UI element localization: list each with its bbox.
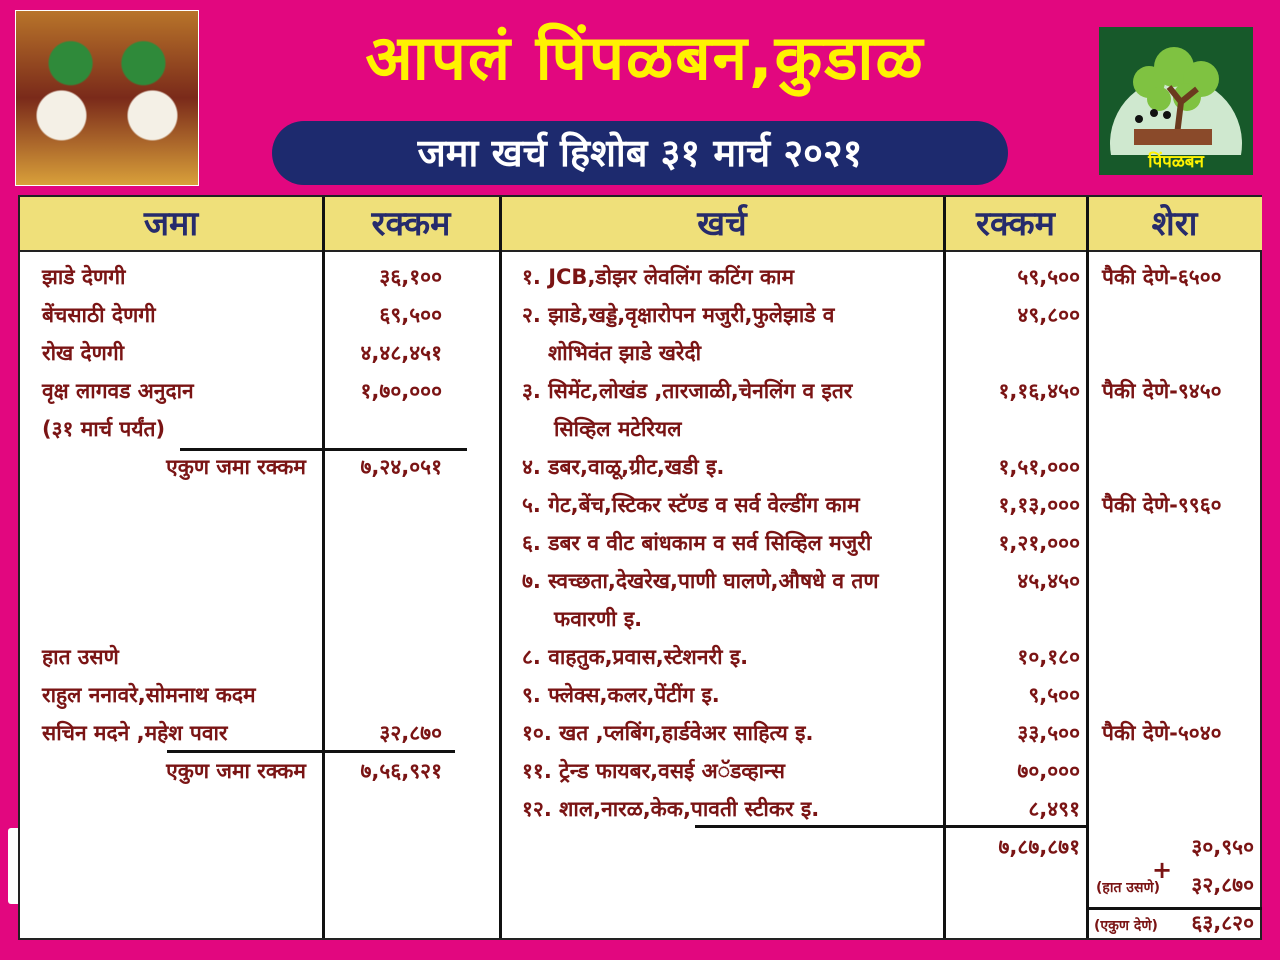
loans-heading: हात उसणे: [42, 645, 119, 669]
income-total-label: एकुण जमा रक्कम: [166, 759, 306, 783]
expense-amount: १,२१,०००: [998, 531, 1080, 555]
page-title: आपलं पिंपळबन,कुडाळ: [365, 21, 925, 94]
expense-amount: १,१६,४५०: [998, 379, 1080, 403]
subtotal-line: [167, 750, 455, 753]
accounts-table: जमा रक्कम खर्च रक्कम शेरा झाडे देणगी ३६,…: [18, 195, 1262, 940]
expense-remark: पैकी देणे-९४५०: [1102, 379, 1222, 403]
expense-amount: ४९,८००: [1017, 303, 1080, 327]
income-label: रोख देणगी: [42, 341, 125, 365]
loans-amount: ३२,८७०: [379, 721, 442, 745]
expense-label-cont: फवारणी इ.: [554, 607, 643, 631]
income-label: वृक्ष लागवड अनुदान: [42, 379, 194, 403]
expense-amount: ३३,५००: [1017, 721, 1080, 745]
income-label: बेंचसाठी देणगी: [42, 303, 156, 327]
pending-dues: ३०,९५०: [1191, 835, 1254, 859]
income-total-amount: ७,५६,९२१: [360, 759, 442, 783]
header-income: जमा: [20, 197, 322, 252]
expense-remark: पैकी देणे-९९६०: [1102, 493, 1222, 517]
expense-remark: पैकी देणे-६५००: [1102, 265, 1222, 289]
expense-label: १. JCB,डोझर लेवलिंग कटिंग काम: [522, 265, 795, 289]
expense-label: ११. ट्रेन्ड फायबर,वसई अॅडव्हान्स: [522, 759, 786, 783]
divider: [322, 197, 325, 938]
income-label: (३१ मार्च पर्यंत): [42, 417, 166, 441]
expense-label-cont: शोभिवंत झाडे खरेदी: [548, 341, 702, 365]
income-total-amount: ७,२४,०५१: [360, 455, 442, 479]
expense-label: १२. शाल,नारळ,केक,पावती स्टीकर इ.: [522, 797, 820, 821]
expense-label: ६. डबर व वीट बांधकाम व सर्व सिव्हिल मजुर…: [522, 531, 872, 555]
expense-amount: १,१३,०००: [998, 493, 1080, 517]
expense-label: ७. स्वच्छता,देखरेख,पाणी घालणे,औषधे व तण: [522, 569, 879, 593]
plus-sign: +: [1152, 856, 1173, 884]
loan-dues: ३२,८७०: [1191, 873, 1254, 897]
total-dues-label: (एकुण देणे): [1094, 918, 1158, 934]
expense-amount: ४५,४५०: [1017, 569, 1080, 593]
header-remarks: शेरा: [1087, 197, 1262, 252]
expense-label: १०. खत ,प्लबिंग,हार्डवेअर साहित्य इ.: [522, 721, 814, 745]
loan-label: (हात उसणे): [1096, 880, 1160, 896]
svg-text:पिंपळबन: पिंपळबन: [1147, 151, 1204, 172]
total-line: [695, 825, 1087, 828]
divider: [1086, 197, 1089, 938]
expense-amount: ९,५००: [1028, 683, 1080, 707]
expense-total: ७,८७,८७१: [998, 835, 1080, 859]
expense-label: २. झाडे,खड्डे,वृक्षारोपन मजुरी,फुलेझाडे …: [522, 303, 835, 327]
income-amount: ४,४८,४५१: [360, 341, 442, 365]
header-expense-amount: रक्कम: [944, 197, 1087, 252]
income-amount: १,७०,०००: [360, 379, 442, 403]
loans-names: राहुल ननावरे,सोमनाथ कदम: [42, 683, 256, 707]
expense-label-cont: सिव्हिल मटेरियल: [554, 417, 682, 441]
divider: [943, 197, 946, 938]
income-label: झाडे देणगी: [42, 265, 126, 289]
total-dues: ६३,८२०: [1191, 911, 1254, 935]
expense-label: ९. फ्लेक्स,कलर,पेंटींग इ.: [522, 683, 720, 707]
dues-total-line: [1086, 907, 1262, 910]
pimpalban-logo: पिंपळबन: [1099, 27, 1253, 175]
income-amount: ३६,१००: [379, 265, 442, 289]
header-income-amount: रक्कम: [322, 197, 500, 252]
expense-amount: ५९,५००: [1017, 265, 1080, 289]
income-amount: ६९,५००: [379, 303, 442, 327]
expense-label: ८. वाहतुक,प्रवास,स्टेशनरी इ.: [522, 645, 749, 669]
expense-label: ५. गेट,बेंच,स्टिकर स्टॅण्ड व सर्व वेल्डी…: [522, 493, 860, 517]
subtotal-line: [180, 448, 467, 451]
expense-label: ३. सिमेंट,लोखंड ,तारजाळी,चेनलिंग व इतर: [522, 379, 853, 403]
expense-amount: १०,१८०: [1017, 645, 1080, 669]
header-expense: खर्च: [500, 197, 944, 252]
loans-names: सचिन मदने ,महेश पवार: [42, 721, 228, 745]
income-total-label: एकुण जमा रक्कम: [166, 455, 306, 479]
deity-photo: [15, 10, 199, 186]
expense-remark: पैकी देणे-५०४०: [1102, 721, 1222, 745]
divider: [499, 197, 502, 938]
expense-label: ४. डबर,वाळू,ग्रीट,खडी इ.: [522, 455, 725, 479]
expense-amount: ८,४९१: [1028, 797, 1080, 821]
expense-amount: ७०,०००: [1017, 759, 1080, 783]
expense-amount: १,५१,०००: [998, 455, 1080, 479]
subtitle-banner: जमा खर्च हिशोब ३१ मार्च २०२१: [272, 121, 1008, 185]
